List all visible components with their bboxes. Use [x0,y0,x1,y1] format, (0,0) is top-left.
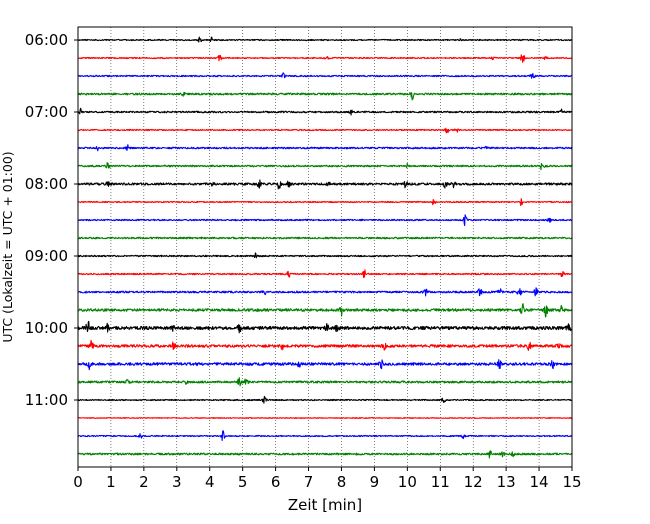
trace-line-0900 [77,252,573,259]
x-tick-label: 10 [398,473,417,491]
trace-line-0945 [77,303,573,318]
y-axis-label: UTC (Lokalzeit = UTC + 01:00) [0,151,15,342]
trace-line-0700 [77,107,573,116]
x-tick-label: 12 [464,473,483,491]
trace-line-0815 [77,198,573,207]
y-tick-label: 10:00 [25,319,68,337]
x-tick-label: 13 [497,473,516,491]
y-axis-ticks: 06:00 07:00 08:00 09:00 10:00 11:00 [25,31,78,409]
trace-line-1145 [77,450,573,459]
x-tick-label: 0 [73,473,83,491]
trace-line-0600 [77,36,573,43]
trace-line-0800 [77,179,573,190]
trace-line-0830 [77,214,573,227]
trace-lines [77,36,573,459]
y-tick-label: 06:00 [25,31,68,49]
x-tick-label: 8 [337,473,347,491]
x-tick-label: 2 [139,473,149,491]
trace-line-0715 [77,127,573,134]
x-tick-label: 4 [205,473,215,491]
trace-line-0645 [77,91,573,101]
trace-line-1100 [77,395,573,404]
y-tick-label: 09:00 [25,247,68,265]
grid-lines [110,27,540,467]
trace-line-0630 [77,72,573,79]
x-tick-label: 9 [370,473,380,491]
trace-line-0730 [77,144,573,152]
x-tick-label: 14 [530,473,549,491]
x-tick-label: 15 [562,473,581,491]
x-tick-label: 6 [271,473,281,491]
x-axis-ticks: 0 1 2 3 4 5 6 7 8 9 10 11 12 13 14 15 [73,467,582,491]
plot-frame [77,26,573,468]
x-tick-label: 7 [304,473,314,491]
trace-line-1115 [77,417,573,419]
y-tick-label: 07:00 [25,103,68,121]
y-tick-label: 11:00 [25,391,68,409]
trace-line-1015 [77,339,573,351]
trace-line-0915 [77,269,573,279]
trace-line-0615 [77,54,573,63]
x-axis-label: Zeit [min] [288,496,362,514]
trace-line-0845 [77,236,573,240]
trace-line-0745 [77,162,573,171]
x-tick-label: 5 [238,473,248,491]
trace-line-1030 [77,359,573,371]
x-tick-label: 1 [106,473,116,491]
trace-line-1130 [77,430,573,442]
y-tick-label: 08:00 [25,175,68,193]
x-tick-label: 11 [431,473,450,491]
trace-line-0930 [77,287,573,297]
trace-line-1045 [77,377,573,387]
trace-line-1000 [77,320,573,334]
x-tick-label: 3 [172,473,182,491]
